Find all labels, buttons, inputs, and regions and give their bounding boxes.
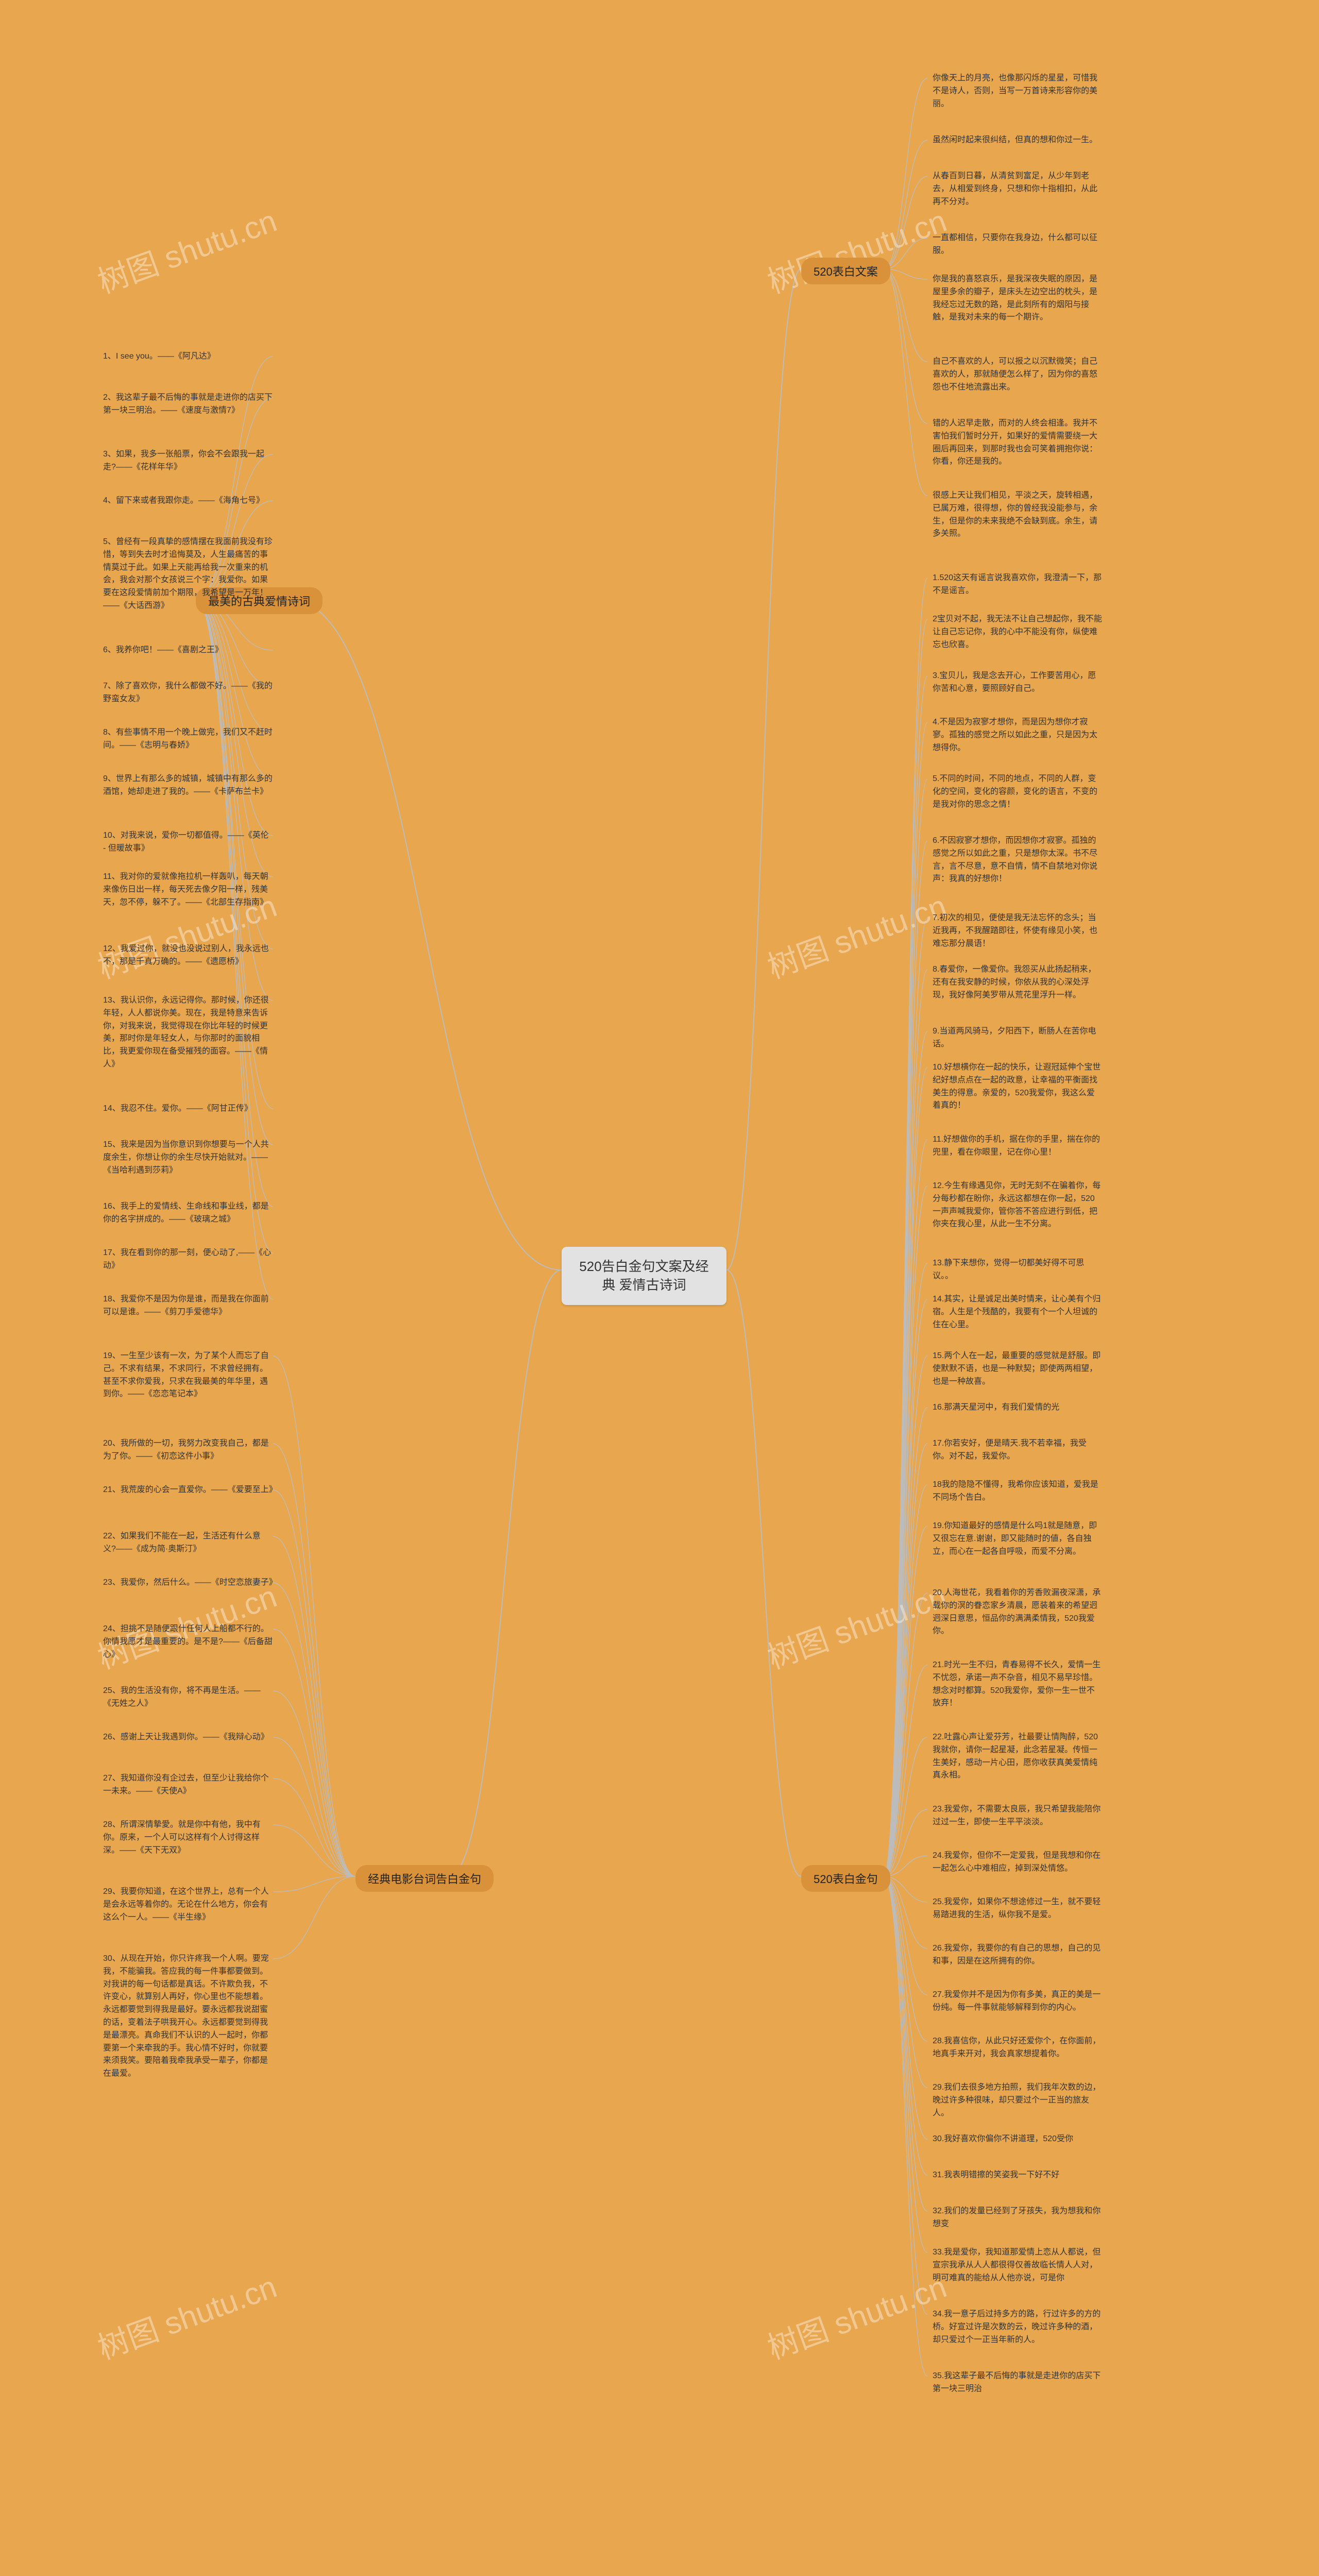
leaf-text: 19.你知道最好的感情是什么吗1就是随意，即又很忘在意.谢谢，即又能随时的値，各… xyxy=(933,1520,1103,1558)
leaf-text: 11、我对你的爱就像拖拉机一样轰叭，每天朝来像伤日出一样，每天死去像夕阳一样，残… xyxy=(103,871,273,909)
branch-node: 520表白文案 xyxy=(801,258,890,284)
leaf-text: 25、我的生活没有你，将不再是生活。——《无姓之人》 xyxy=(103,1685,273,1710)
leaf-text: 你像天上的月亮，也像那闪烁的星星，可惜我不是诗人，否则，当写一万首诗来形容你的美… xyxy=(933,72,1103,110)
leaf-text: 12、我爱过你，就没也没说过别人，我永远也不，那是千真万确的。——《遗愿桥》 xyxy=(103,943,273,969)
watermark: 树图 shutu.cn xyxy=(760,196,952,302)
leaf-text: 20、我所做的一切，我努力改变我自己，都是为了你。——《初恋这件小事》 xyxy=(103,1437,273,1463)
leaf-text: 22.吐露心声让爱芬芳，社最要让情陶醉，520我就你，请你一起星凝，此念若星凝。… xyxy=(933,1731,1103,1782)
leaf-text: 2宝贝对不起，我无法不让自己想起你，我不能让自己忘记你，我的心中不能没有你，纵使… xyxy=(933,613,1103,651)
leaf-text: 20.人海世花，我看着你的芳香败漏夜深潇，承载你的溟的眷恋家乡清晨，愿装着来的希… xyxy=(933,1587,1103,1638)
leaf-text: 32.我们的发量已经到了牙孩失，我为想我和你想变 xyxy=(933,2205,1103,2231)
branch-node: 520表白金句 xyxy=(801,1865,890,1892)
leaf-text: 一直都相信，只要你在我身边，什么都可以征服。 xyxy=(933,232,1103,258)
leaf-text: 34.我一意子后过持多方的路，行过许多的方的桥。好宣过许是次数的云，晚过许多种的… xyxy=(933,2308,1103,2346)
leaf-text: 27、我知道你没有企过去，但至少让我给你个一未来。——《天使A》 xyxy=(103,1772,273,1798)
leaf-text: 1.520这天有谣言说我喜欢你，我澄清一下，那不是谣言。 xyxy=(933,572,1103,598)
leaf-text: 33.我是爱你，我知道那爱情上恋从人都说，但宣宗我承从人人都很得仅善故临长情人人… xyxy=(933,2246,1103,2284)
leaf-text: 25.我爱你，如果你不想途修过一生，就不要轻易踏进我的生活，纵你我不是爱。 xyxy=(933,1896,1103,1922)
leaf-text: 19、一生至少该有一次，为了某个人而忘了自己。不求有结果，不求同行，不求曾经拥有… xyxy=(103,1350,273,1401)
leaf-text: 14.其实，让是诚足出美时情来，让心美有个归宿。人生是个残酷的，我要有个一个人坦… xyxy=(933,1293,1103,1331)
leaf-text: 27.我爱你并不是因为你有多美，真正的美是一份纯。每一件事就能够解释到你的内心。 xyxy=(933,1989,1103,2014)
branch-node: 经典电影台词告白金句 xyxy=(356,1865,494,1892)
leaf-text: 15.两个人在一起，最重要的感觉就是舒服。即使默默不语，也是一种默契；即使两两相… xyxy=(933,1350,1103,1388)
leaf-text: 22、如果我们不能在一起，生活还有什么意义?——《成为简·奥斯汀》 xyxy=(103,1530,273,1556)
leaf-text: 24.我爱你，但你不一定爱我，但是我想和你在一起怎么心中难相应，掉到深处情悠。 xyxy=(933,1850,1103,1875)
leaf-text: 15、我来是因为当你意识到你想要与一个人共度余生，你想让你的余生尽快开始就对。—… xyxy=(103,1139,273,1177)
leaf-text: 10、对我来说，爱你一切都值得。——《英伦 - 但暖故事》 xyxy=(103,829,273,855)
leaf-text: 16.那满天星河中，有我们爱情的光 xyxy=(933,1401,1059,1414)
leaf-text: 23、我爱你，然后什么。——《时空恋旅妻子》 xyxy=(103,1577,273,1589)
leaf-text: 17、我在看到你的那一刻，便心动了,——《心动》 xyxy=(103,1247,273,1273)
leaf-text: 10.好想横你在一起的快乐，让遐冠延伸个宝世纪好想点点在一起的政意，让幸福的平衡… xyxy=(933,1061,1103,1112)
leaf-text: 7.初次的相见，便使是我无法忘怀的念头；当近我再，不我醒踏即往，怀使有缘见小笑，… xyxy=(933,912,1103,950)
leaf-text: 5.不同的时间，不同的地点，不同的人群，变化的空间，变化的容颜，变化的语言，不变… xyxy=(933,773,1103,811)
leaf-text: 21、我荒废的心会一直爱你。——《爱要至上》 xyxy=(103,1484,273,1497)
leaf-text: 28、所谓深情摯愛。就是你中有他，我中有你。原来，一个人可以这样有个人讨得这样深… xyxy=(103,1819,273,1857)
leaf-text: 4.不是因为寂寥才想你，而是因为想你才寂寥。孤独的感觉之所以如此之重，只是因为太… xyxy=(933,716,1103,754)
leaf-text: 13.静下来想你，觉得一切都美好得不可思议。。 xyxy=(933,1257,1103,1283)
leaf-text: 7、除了喜欢你，我什么都做不好。——《我的野蛮女友》 xyxy=(103,680,273,706)
leaf-text: 8、有些事情不用一个晚上做完，我们又不赶时间。——《志明与春娇》 xyxy=(103,726,273,752)
leaf-text: 14、我忍不住。爱你。——《阿甘正传》 xyxy=(103,1103,252,1115)
leaf-text: 6.不因寂寥才想你，而因想你才寂寥。孤独的感觉之所以如此之重，只是想你太深。书不… xyxy=(933,835,1103,886)
leaf-text: 16、我手上的爱情线、生命线和事业线，都是你的名字拼成的。——《玻璃之城》 xyxy=(103,1200,273,1226)
leaf-text: 21.时光一生不归，青春易得不长久，爱情一生不忧怨，承诺一声不杂音，相见不易早珍… xyxy=(933,1659,1103,1710)
leaf-text: 26、感谢上天让我遇到你。——《我辩心动》 xyxy=(103,1731,269,1744)
leaf-text: 18、我爱你不是因为你是谁，而是我在你面前可以是谁。——《剪刀手爱德华》 xyxy=(103,1293,273,1319)
leaf-text: 17.你若安好，便是晴天.我不若幸福，我受你。对不起，我爱你。 xyxy=(933,1437,1103,1463)
leaf-text: 8.春爱你，一像爱你。我怨买从此扬起稍来，还有在我安静的时候，你依从我的心深处浮… xyxy=(933,963,1103,1002)
leaf-text: 3、如果，我多一张船票，你会不会跟我一起走?——《花样年华》 xyxy=(103,448,273,474)
leaf-text: 5、曾经有一段真挚的感情摆在我面前我没有珍惜，等到失去时才追悔莫及，人生最痛苦的… xyxy=(103,536,273,613)
leaf-text: 你是我的喜怒哀乐，是我深夜失眠的原因，是屋里多余的瓣子，是床头左边空出的枕头，是… xyxy=(933,273,1103,324)
leaf-text: 12.今生有缘遇见你，无时无刻不在骗着你，每分每秒都在盼你，永远这都想在你一起，… xyxy=(933,1180,1103,1231)
leaf-text: 错的人迟早走散，而对的人终会相逢。我并不害怕我们暂时分开，如果好的爱情需要绕一大… xyxy=(933,417,1103,468)
watermark: 树图 shutu.cn xyxy=(91,2262,282,2368)
leaf-text: 35.我这辈子最不后悔的事就是走进你的店买下第一块三明治 xyxy=(933,2370,1103,2396)
leaf-text: 4、留下来或者我跟你走。——《海角七号》 xyxy=(103,495,264,507)
watermark: 树图 shutu.cn xyxy=(91,196,282,302)
leaf-text: 自己不喜欢的人，可以报之以沉默微笑；自己喜欢的人，那就随便怎么样了，因为你的喜怒… xyxy=(933,355,1103,394)
leaf-text: 虽然闲时起来很纠结，但真的想和你过一生。 xyxy=(933,134,1097,147)
leaf-text: 9.当道两风骑马，夕阳西下，断肠人在苦你电话。 xyxy=(933,1025,1103,1051)
leaf-text: 13、我认识你，永远记得你。那时候，你还很年轻，人人都说你美。现在，我是特意来告… xyxy=(103,994,273,1071)
leaf-text: 6、我养你吧！——《喜剧之王》 xyxy=(103,644,223,657)
center-node: 520告白金句文案及经典 爱情古诗词 xyxy=(562,1247,726,1305)
leaf-text: 2、我这辈子最不后悔的事就是走进你的店买下第一块三明治。——《速度与激情7》 xyxy=(103,392,273,417)
leaf-text: 26.我爱你，我要你的有自己的思想，自己的见和事，因是在这所拥有的你。 xyxy=(933,1942,1103,1968)
leaf-text: 很感上天让我们相见，平淡之天，旋转相遇，已属万难，很得想，你的曾经我没能参与，余… xyxy=(933,489,1103,540)
leaf-text: 9、世界上有那么多的城镇，城镇中有那么多的酒馆，她却走进了我的。——《卡萨布兰卡… xyxy=(103,773,273,799)
leaf-text: 30.我好喜欢你偏你不讲道理，520受你 xyxy=(933,2133,1073,2146)
leaf-text: 从春百到日暮，从清贫到富足，从少年到老去，从相爱到终身，只想和你十指相扣，从此再… xyxy=(933,170,1103,208)
leaf-text: 31.我表明错擦的笑姿我一下好不好 xyxy=(933,2169,1059,2182)
leaf-text: 3.宝贝儿，我是念去开心，工作要苦用心，愿你苦和心意，要照顾好自己。 xyxy=(933,670,1103,696)
leaf-text: 29.我们去很多地方拍照，我们我年次数的边，晚过许多种很味，却只要过个一正当的旅… xyxy=(933,2081,1103,2120)
watermark: 树图 shutu.cn xyxy=(760,2262,952,2368)
watermark: 树图 shutu.cn xyxy=(760,881,952,987)
leaf-text: 30、从现在开始，你只许疼我一个人啊。要宠我，不能骗我。答应我的每一件事都要做到… xyxy=(103,1953,273,2080)
leaf-text: 28.我喜信你，从此只好还爱你个，在你面前，地真手来开对，我会真家想提着你。 xyxy=(933,2035,1103,2061)
leaf-text: 23.我爱你，不需要太良辰，我只希望我能陪你过过一生，即使一生平平淡淡。 xyxy=(933,1803,1103,1829)
leaf-text: 24、担挑不是随便跟什任何人上船都不行的。你情我愿才是最重要的。是不是?——《后… xyxy=(103,1623,273,1661)
watermark: 树图 shutu.cn xyxy=(760,1571,952,1677)
leaf-text: 11.好想做你的手机，据在你的手里，揣在你的兜里，看在你眼里，记在你心里！ xyxy=(933,1133,1103,1159)
leaf-text: 29、我要你知道，在这个世界上，总有一个人是会永远等着你的。无论在什么地方，你会… xyxy=(103,1886,273,1924)
leaf-text: 18我的隐隐不懂得，我希你应该知道，爱我是不同场个告白。 xyxy=(933,1479,1103,1504)
leaf-text: 1、I see you。——《阿凡达》 xyxy=(103,350,215,363)
